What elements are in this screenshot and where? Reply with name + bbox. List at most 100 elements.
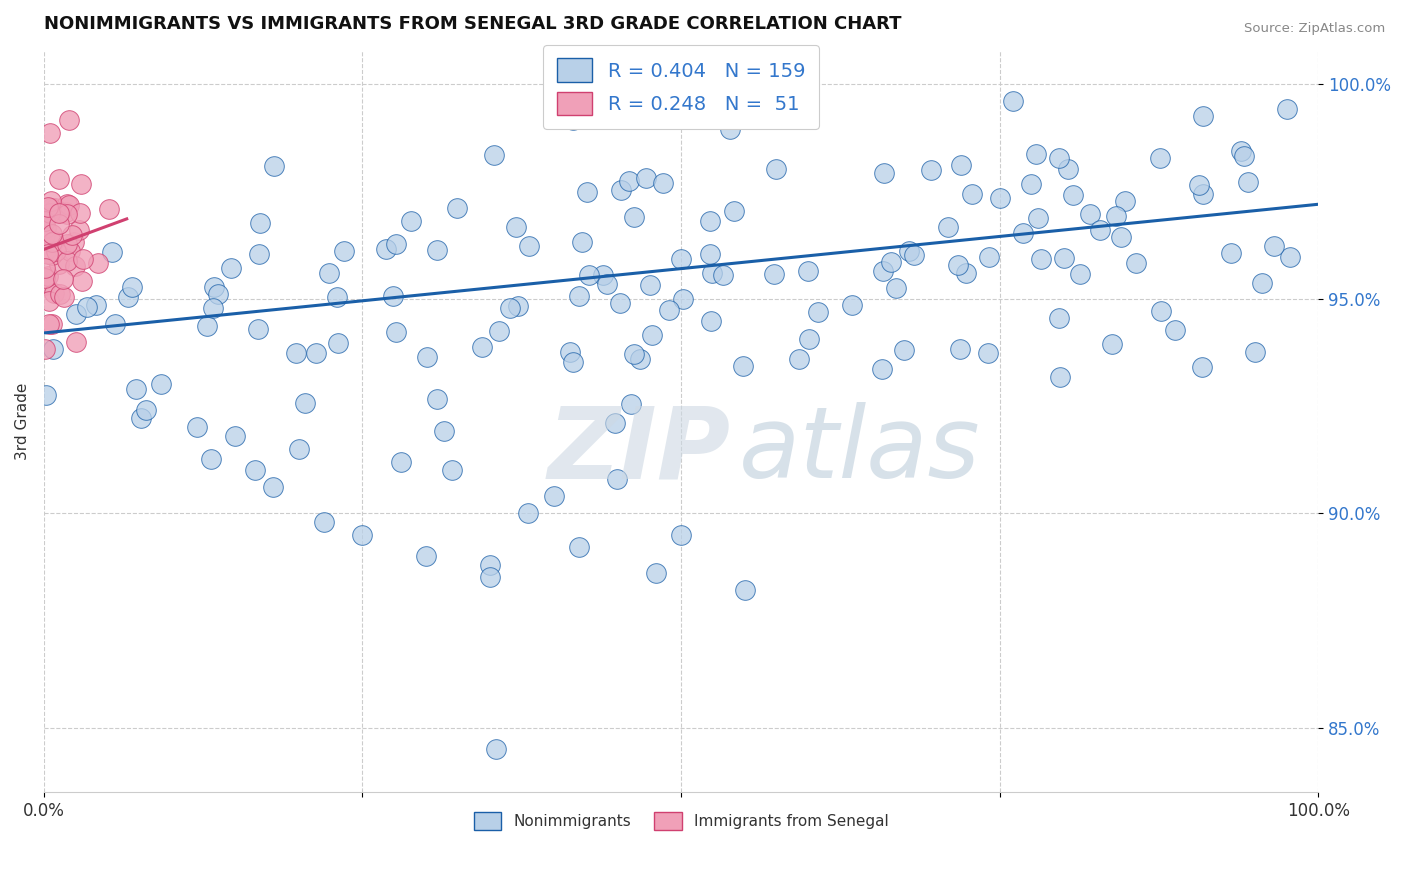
Point — [415, 549, 437, 563]
Point — [34, 277, 56, 292]
Point — [37, 269, 59, 284]
Point — [880, 254, 903, 268]
Point — [195, 319, 218, 334]
Point — [318, 267, 340, 281]
Point — [52, 272, 75, 286]
Point — [1188, 178, 1211, 192]
Point — [482, 148, 505, 162]
Point — [734, 583, 756, 598]
Point — [508, 299, 530, 313]
Point — [1233, 149, 1256, 163]
Point — [56, 236, 79, 251]
Point — [644, 566, 666, 581]
Point — [332, 244, 354, 259]
Point — [671, 292, 693, 306]
Point — [1114, 194, 1136, 208]
Point — [1219, 246, 1241, 260]
Point — [39, 194, 62, 208]
Point — [700, 265, 723, 279]
Point — [56, 207, 79, 221]
Point — [385, 325, 408, 339]
Point — [44, 201, 66, 215]
Point — [592, 268, 614, 282]
Point — [305, 346, 328, 360]
Point — [35, 388, 58, 402]
Point — [561, 113, 583, 128]
Point — [571, 235, 593, 249]
Point — [100, 244, 122, 259]
Point — [1105, 209, 1128, 223]
Point — [76, 300, 98, 314]
Y-axis label: 3rd Grade: 3rd Grade — [15, 382, 30, 459]
Text: atlas: atlas — [738, 402, 980, 500]
Point — [807, 305, 830, 319]
Point — [34, 271, 56, 285]
Point — [787, 351, 810, 366]
Point — [186, 420, 208, 434]
Point — [765, 161, 787, 176]
Point — [699, 213, 721, 227]
Point — [1057, 162, 1080, 177]
Point — [314, 515, 336, 529]
Point — [262, 480, 284, 494]
Point — [478, 570, 501, 584]
Point — [505, 219, 527, 234]
Point — [641, 328, 664, 343]
Point — [638, 278, 661, 293]
Point — [1026, 211, 1049, 226]
Point — [39, 206, 62, 220]
Point — [65, 334, 87, 349]
Point — [121, 280, 143, 294]
Point — [723, 203, 745, 218]
Point — [898, 244, 921, 259]
Point — [34, 220, 56, 235]
Point — [955, 266, 977, 280]
Point — [893, 343, 915, 357]
Point — [936, 219, 959, 234]
Point — [517, 506, 540, 520]
Point — [1069, 267, 1091, 281]
Point — [352, 527, 374, 541]
Point — [433, 424, 456, 438]
Point — [606, 472, 628, 486]
Point — [263, 159, 285, 173]
Point — [48, 217, 70, 231]
Point — [52, 290, 75, 304]
Point — [658, 302, 681, 317]
Point — [1243, 345, 1265, 359]
Point — [872, 264, 894, 278]
Point — [224, 429, 246, 443]
Point — [560, 344, 582, 359]
Point — [634, 171, 657, 186]
Point — [58, 198, 80, 212]
Point — [416, 350, 439, 364]
Point — [946, 258, 969, 272]
Point — [979, 251, 1001, 265]
Point — [84, 297, 107, 311]
Point — [34, 211, 56, 225]
Point — [65, 307, 87, 321]
Point — [150, 377, 173, 392]
Point — [1163, 323, 1185, 337]
Point — [34, 228, 56, 243]
Point — [247, 322, 270, 336]
Point — [628, 352, 651, 367]
Point — [426, 392, 449, 406]
Point — [478, 558, 501, 572]
Point — [1150, 303, 1173, 318]
Point — [870, 361, 893, 376]
Point — [207, 287, 229, 301]
Point — [125, 382, 148, 396]
Text: NONIMMIGRANTS VS IMMIGRANTS FROM SENEGAL 3RD GRADE CORRELATION CHART: NONIMMIGRANTS VS IMMIGRANTS FROM SENEGAL… — [44, 15, 901, 33]
Point — [284, 346, 307, 360]
Point — [841, 298, 863, 312]
Point — [988, 191, 1011, 205]
Point — [1191, 359, 1213, 374]
Point — [67, 222, 90, 236]
Point — [949, 342, 972, 356]
Point — [41, 247, 63, 261]
Point — [69, 206, 91, 220]
Point — [1191, 110, 1213, 124]
Point — [48, 171, 70, 186]
Point — [731, 359, 754, 373]
